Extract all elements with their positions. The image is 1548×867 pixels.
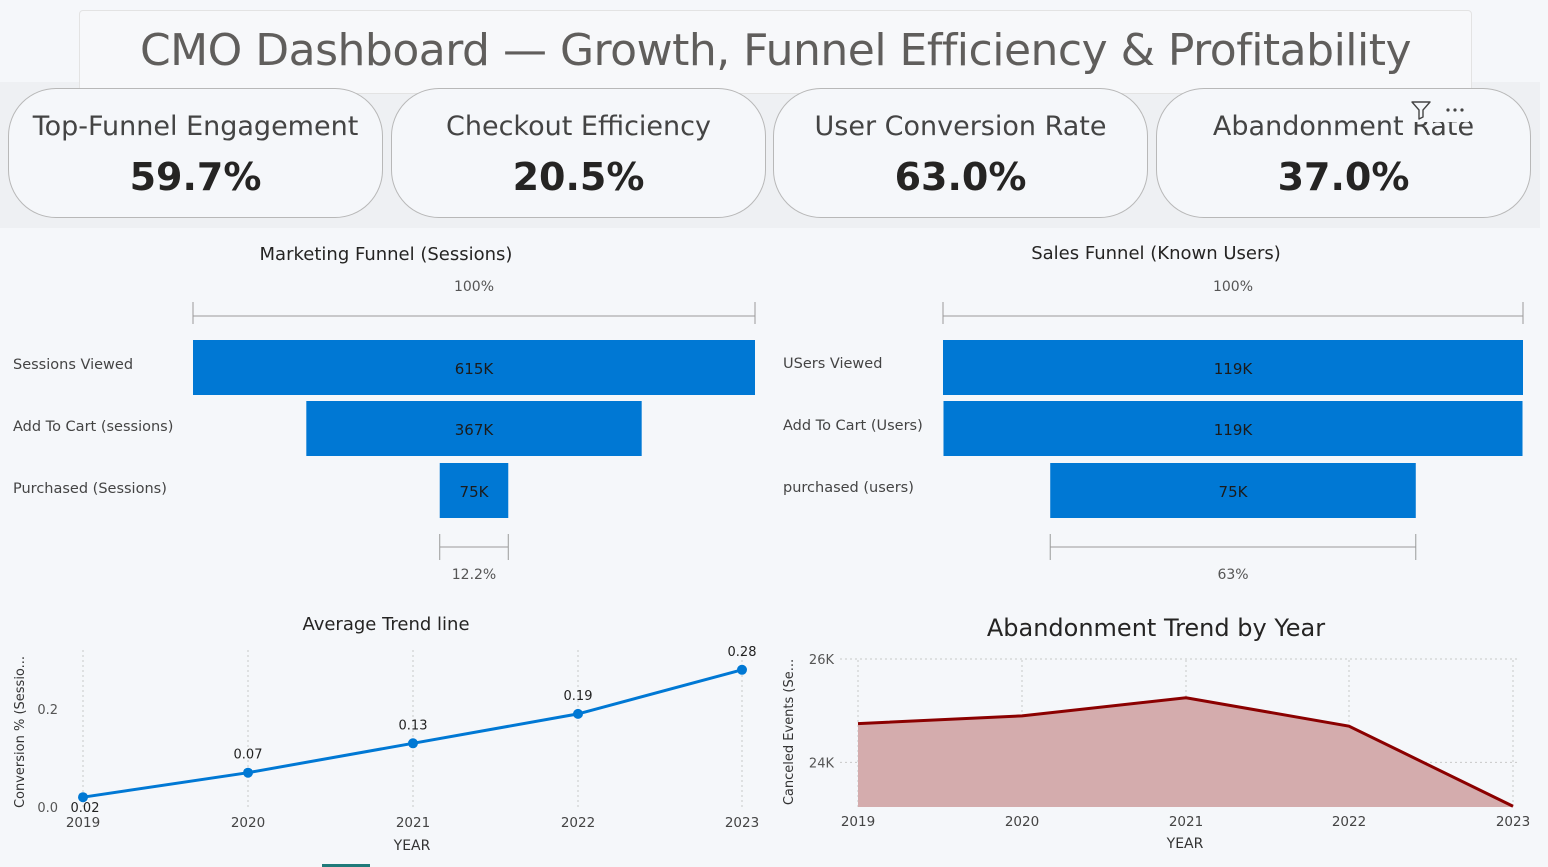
- funnel-top-percent: 100%: [454, 279, 494, 295]
- sales-funnel-title: Sales Funnel (Known Users): [1031, 243, 1281, 264]
- kpi-card-top-funnel-engagement[interactable]: Top-Funnel Engagement 59.7%: [8, 88, 383, 218]
- data-label: 0.28: [728, 645, 757, 660]
- kpi-value: 20.5%: [512, 155, 645, 199]
- area-fill: [858, 697, 1513, 807]
- x-tick-label: 2021: [396, 815, 430, 831]
- funnel-category-label: Purchased (Sessions): [13, 481, 167, 497]
- y-tick-label: 26K: [809, 653, 835, 668]
- marketing-funnel-chart: 100% 615K 367K 75K 12.2%: [192, 279, 756, 583]
- funnel-bar-value-label: 367K: [455, 421, 495, 439]
- funnel-bottom-percent: 12.2%: [452, 567, 496, 583]
- x-tick-label: 2019: [841, 814, 875, 830]
- kpi-label: Top-Funnel Engagement: [32, 111, 359, 142]
- kpi-value: 63.0%: [894, 155, 1027, 199]
- x-tick-label: 2021: [1169, 814, 1203, 830]
- funnel-category-label: purchased (users): [783, 480, 914, 496]
- page-tab-indicator[interactable]: [322, 864, 370, 867]
- data-label: 0.07: [234, 748, 263, 763]
- x-tick-label: 2022: [1332, 814, 1366, 830]
- funnel-category-label: Sessions Viewed: [13, 357, 134, 373]
- area-line: [857, 696, 1514, 808]
- x-tick-label: 2020: [231, 815, 265, 831]
- funnel-bar: [943, 340, 1523, 395]
- trend-line-title: Average Trend line: [302, 614, 470, 635]
- title-box: CMO Dashboard — Growth, Funnel Efficienc…: [79, 10, 1472, 94]
- data-point: [408, 738, 418, 749]
- x-tick-label: 2022: [561, 815, 595, 831]
- sales-funnel-chart: 100% 119K 119K 75K 63%: [942, 279, 1524, 583]
- x-tick-label: 2023: [1496, 814, 1530, 830]
- kpi-card-abandonment-rate[interactable]: Abandonment Rate 37.0%: [1156, 88, 1531, 218]
- funnel-bar: [439, 463, 509, 518]
- data-label: 0.13: [399, 718, 428, 733]
- funnel-bar: [306, 401, 642, 456]
- y-axis-label: Conversion % (Sessio...: [13, 656, 28, 808]
- trend-line: [82, 668, 743, 799]
- x-axis-label: YEAR: [1166, 836, 1204, 852]
- x-tick-label: 2019: [66, 815, 100, 831]
- kpi-card-user-conversion-rate[interactable]: User Conversion Rate 63.0%: [773, 88, 1148, 218]
- filter-icon[interactable]: [1409, 98, 1433, 122]
- abandonment-trend-area-chart: 24K 26K 2019 2020 2021 2022 2023 YEAR Canceled E…: [782, 653, 1530, 852]
- funnel-category-label: USers Viewed: [783, 356, 883, 372]
- data-point: [573, 708, 583, 719]
- funnel-bar-value-label: 75K: [460, 483, 490, 501]
- data-label: 0.02: [71, 801, 100, 816]
- average-trend-line-chart: 0.0 0.2 2019 2020 2021 2022 2023 YEAR Conversion…: [13, 645, 759, 854]
- funnel-bar-value-label: 119K: [1214, 360, 1254, 378]
- funnel-bar-value-label: 75K: [1219, 483, 1249, 501]
- funnel-category-label: Add To Cart (Users): [783, 418, 923, 434]
- funnel-category-label: Add To Cart (sessions): [13, 419, 174, 435]
- data-label: 0.19: [564, 689, 593, 704]
- x-tick-label: 2020: [1005, 814, 1039, 830]
- kpi-label: Abandonment Rate: [1212, 111, 1475, 142]
- funnel-bar: [1050, 463, 1416, 518]
- dashboard-title: CMO Dashboard — Growth, Funnel Efficienc…: [139, 25, 1412, 76]
- data-point: [243, 767, 253, 778]
- kpi-label: User Conversion Rate: [814, 111, 1107, 142]
- y-axis-label: Canceled Events (Se...: [782, 659, 797, 805]
- funnel-bottom-percent: 63%: [1217, 567, 1248, 583]
- y-tick-label: 0.2: [37, 703, 58, 718]
- funnel-bar: [943, 401, 1523, 456]
- funnel-bar-value-label: 119K: [1214, 421, 1254, 439]
- funnel-bar: [193, 340, 755, 395]
- data-point: [78, 792, 88, 803]
- funnel-bar-value-label: 615K: [455, 360, 495, 378]
- funnel-top-percent: 100%: [1213, 279, 1253, 295]
- abandonment-trend-title: Abandonment Trend by Year: [986, 614, 1326, 642]
- kpi-label: Checkout Efficiency: [446, 111, 711, 142]
- x-tick-label: 2023: [725, 815, 759, 831]
- x-axis-label: YEAR: [393, 838, 431, 854]
- y-tick-label: 0.0: [37, 801, 58, 816]
- visual-header-icons: [1407, 98, 1469, 122]
- y-tick-label: 24K: [809, 756, 835, 771]
- kpi-card-checkout-efficiency[interactable]: Checkout Efficiency 20.5%: [391, 88, 766, 218]
- more-options-icon[interactable]: [1443, 98, 1467, 122]
- data-point: [737, 664, 747, 675]
- marketing-funnel-title: Marketing Funnel (Sessions): [259, 244, 513, 265]
- kpi-value: 37.0%: [1277, 155, 1410, 199]
- kpi-value: 59.7%: [129, 155, 262, 199]
